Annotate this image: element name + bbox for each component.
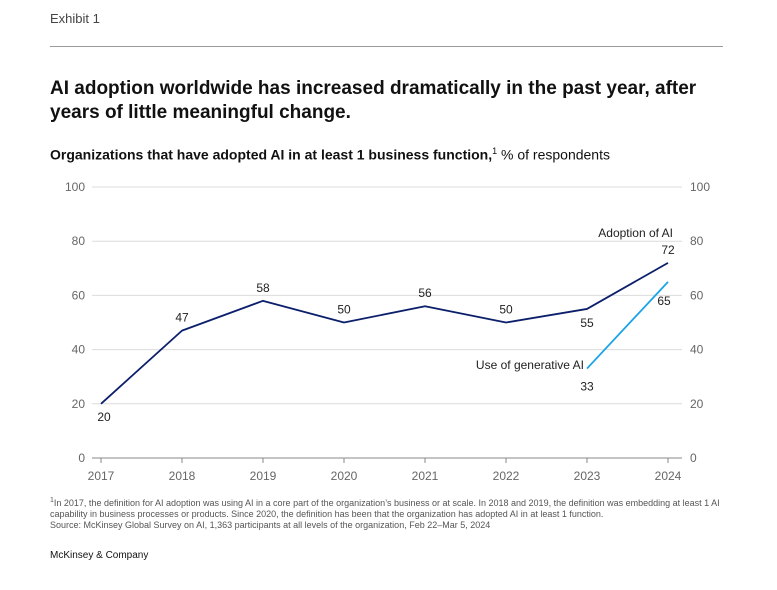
x-tick-label: 2021 [412,469,439,483]
y-tick-label-right: 40 [690,343,704,357]
source-note: Source: McKinsey Global Survey on AI, 1,… [50,520,491,530]
data-label: 58 [256,281,270,295]
data-label: 65 [657,294,671,308]
data-label: 50 [499,303,513,317]
adoption-series-line [100,262,669,405]
series-label-genai: Use of generative AI [476,358,584,372]
data-label: 20 [97,410,111,424]
y-tick-label-left: 100 [65,180,85,194]
data-label: 50 [337,303,351,317]
top-divider [50,46,723,47]
x-tick-label: 2019 [250,469,277,483]
y-tick-label-right: 100 [690,180,710,194]
brand-logo-text: McKinsey & Company [50,550,149,561]
x-tick-label: 2023 [574,469,601,483]
y-tick-label-right: 60 [690,288,704,302]
footnote-text: In 2017, the definition for AI adoption … [50,498,720,519]
data-label: 33 [580,380,594,394]
data-label: 55 [580,316,594,330]
x-tick-label: 2018 [169,469,196,483]
chart-subtitle-bold: Organizations that have adopted AI in at… [50,146,493,163]
page-title: AI adoption worldwide has increased dram… [50,78,697,123]
data-label: 72 [661,243,675,257]
data-label: 56 [418,286,432,300]
x-tick-label: 2024 [655,469,682,483]
y-tick-label-left: 0 [78,451,85,465]
x-tick-label: 2017 [88,469,115,483]
footnote-marker: 1 [50,497,54,504]
x-tick-label: 2020 [331,469,358,483]
chart-subtitle: Organizations that have adopted AI in at… [50,146,610,163]
y-tick-label-left: 40 [72,343,86,357]
footnotes: 1In 2017, the definition for AI adoption… [50,495,730,531]
footnote-reference: 1 [492,146,498,156]
x-tick-label: 2022 [493,469,520,483]
y-tick-label-right: 0 [690,451,697,465]
footnote-1: 1In 2017, the definition for AI adoption… [50,495,730,520]
y-tick-label-left: 20 [72,397,86,411]
y-tick-label-left: 80 [72,234,86,248]
y-tick-label-right: 80 [690,234,704,248]
series-label-adoption: Adoption of AI [598,226,673,240]
exhibit-label: Exhibit 1 [50,11,100,26]
y-tick-label-right: 20 [690,397,704,411]
y-tick-label-left: 60 [72,288,86,302]
chart-subtitle-unit: % of respondents [497,146,610,163]
data-label: 47 [175,311,189,325]
genai-series-line [586,281,669,370]
